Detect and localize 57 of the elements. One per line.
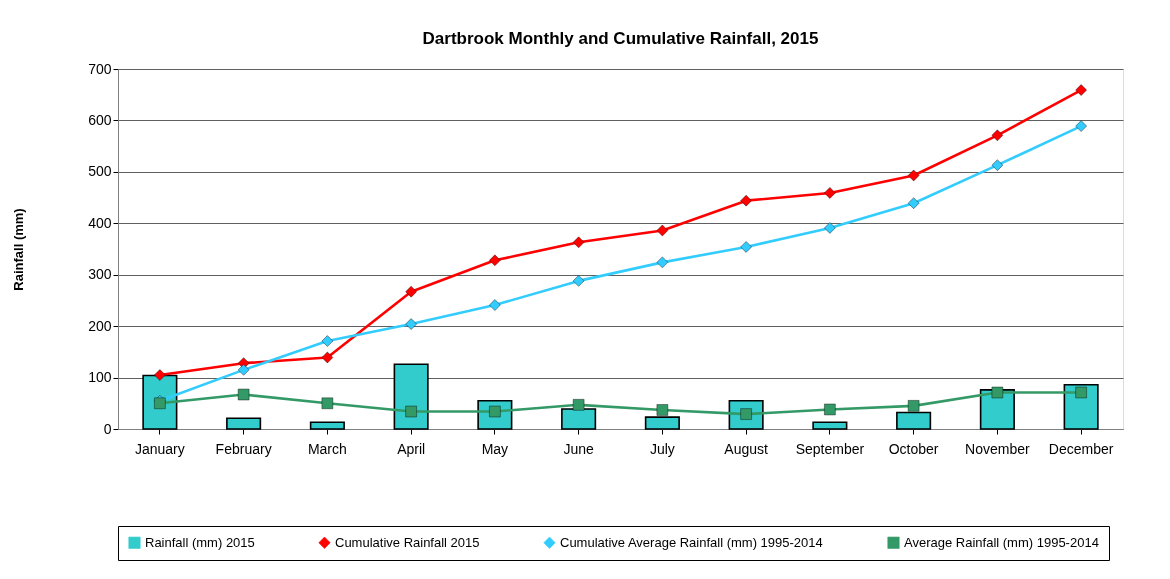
point bbox=[237, 364, 250, 376]
chart-title: Dartbrook Monthly and Cumulative Rainfall, 2015 bbox=[422, 29, 819, 48]
point bbox=[321, 351, 334, 364]
point bbox=[824, 187, 836, 199]
x-tick-label: March bbox=[307, 440, 347, 457]
point bbox=[907, 169, 920, 182]
x-tick-label: October bbox=[888, 440, 939, 457]
point bbox=[1075, 120, 1087, 132]
y-tick-label: 0 bbox=[103, 420, 112, 437]
point bbox=[572, 236, 585, 248]
y-tick-label: 600 bbox=[88, 111, 112, 128]
y-tick-label: 400 bbox=[88, 214, 112, 231]
point bbox=[405, 286, 417, 298]
point bbox=[321, 397, 334, 409]
point bbox=[740, 241, 752, 253]
point bbox=[489, 299, 501, 311]
point bbox=[824, 403, 836, 416]
point bbox=[572, 399, 585, 411]
point bbox=[405, 405, 417, 418]
legend-label: Average Rainfall (mm) 1995-2014 bbox=[904, 534, 1099, 550]
legend-label: Cumulative Rainfall 2015 bbox=[335, 534, 480, 550]
point bbox=[907, 197, 920, 209]
y-tick-label: 300 bbox=[88, 266, 112, 283]
x-tick-label: February bbox=[215, 440, 272, 457]
point bbox=[656, 404, 669, 416]
point bbox=[237, 388, 250, 401]
point bbox=[154, 369, 166, 381]
x-tick-label: April bbox=[397, 440, 426, 457]
legend-label: Rainfall (mm) 2015 bbox=[145, 534, 255, 550]
point bbox=[656, 256, 669, 269]
point bbox=[656, 224, 669, 237]
point bbox=[824, 222, 836, 234]
point bbox=[991, 386, 1004, 399]
point bbox=[740, 194, 752, 207]
point bbox=[1075, 84, 1087, 96]
y-axis-title: Rainfall (mm) bbox=[11, 208, 27, 291]
x-tick-label: November bbox=[965, 440, 1030, 457]
point bbox=[572, 275, 585, 287]
x-tick-label: September bbox=[795, 440, 865, 457]
point bbox=[1075, 386, 1087, 399]
point bbox=[991, 159, 1004, 171]
point bbox=[489, 254, 501, 266]
legend-label: Cumulative Average Rainfall (mm) 1995-2014 bbox=[560, 534, 823, 550]
x-tick-label: May bbox=[481, 440, 509, 457]
point bbox=[907, 400, 920, 412]
x-tick-label: July bbox=[649, 440, 675, 457]
x-tick-label: August bbox=[724, 440, 769, 457]
point bbox=[405, 318, 417, 330]
y-tick-label: 100 bbox=[88, 369, 112, 386]
point bbox=[991, 129, 1004, 142]
y-tick-label: 700 bbox=[88, 60, 112, 77]
point bbox=[321, 335, 334, 347]
x-tick-label: January bbox=[134, 440, 185, 457]
y-tick-label: 200 bbox=[88, 317, 112, 334]
x-tick-label: June bbox=[563, 440, 595, 457]
x-tick-label: December bbox=[1048, 440, 1114, 457]
y-tick-label: 500 bbox=[88, 163, 112, 180]
